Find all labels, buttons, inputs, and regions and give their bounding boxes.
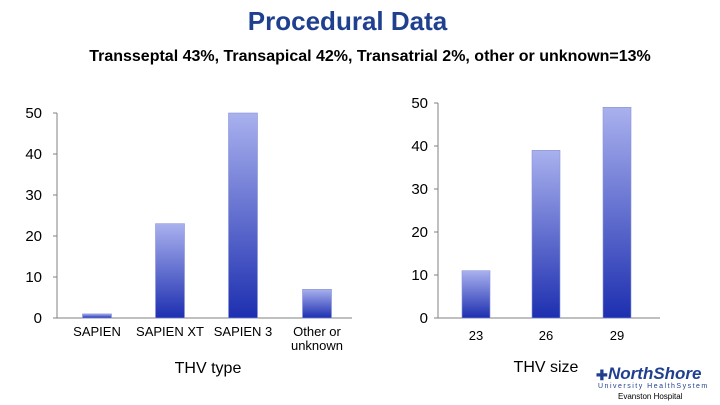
size-y-tick-label: 40 <box>411 138 428 155</box>
type-y-tick-label: 50 <box>25 105 42 122</box>
size-y-tick-label: 10 <box>411 267 428 284</box>
type-bar <box>155 223 185 319</box>
size-bar <box>602 107 632 319</box>
type-bar <box>82 313 112 319</box>
size-bar <box>461 270 491 319</box>
type-category-label: unknown <box>291 338 343 353</box>
size-category-label: 23 <box>469 328 483 343</box>
page-subtitle: Transseptal 43%, Transapical 42%, Transa… <box>89 48 651 65</box>
size-bar <box>531 150 561 319</box>
size-category-label: 29 <box>610 328 624 343</box>
size-y-tick-label: 0 <box>420 310 428 327</box>
type-y-tick-label: 0 <box>34 310 42 327</box>
type-y-tick-label: 30 <box>25 187 42 204</box>
size-y-tick-label: 20 <box>411 224 428 241</box>
northshore-logo: ✚ NorthShore University HealthSystem Eva… <box>596 364 714 402</box>
logo-hospital: Evanston Hospital <box>618 392 683 401</box>
type-category-label: Other or <box>293 324 341 339</box>
type-bar <box>228 112 258 319</box>
logo-brand: NorthShore <box>608 364 702 383</box>
size-y-tick-label: 30 <box>411 181 428 198</box>
type-bar <box>302 288 332 319</box>
type-category-label: SAPIEN XT <box>136 324 204 339</box>
size-y-tick-label: 50 <box>411 95 428 112</box>
size-category-label: 26 <box>539 328 553 343</box>
type-y-tick-label: 10 <box>25 269 42 286</box>
type-category-label: SAPIEN <box>73 324 121 339</box>
type-y-tick-label: 40 <box>25 146 42 163</box>
cross-icon: ✚ <box>596 367 608 383</box>
logo-subtitle: University HealthSystem <box>598 383 709 390</box>
type-y-tick-label: 20 <box>25 228 42 245</box>
size-x-axis-title: THV size <box>514 359 579 376</box>
page-title: Procedural Data <box>247 6 448 36</box>
type-x-axis-title: THV type <box>175 360 242 377</box>
type-category-label: SAPIEN 3 <box>214 324 273 339</box>
